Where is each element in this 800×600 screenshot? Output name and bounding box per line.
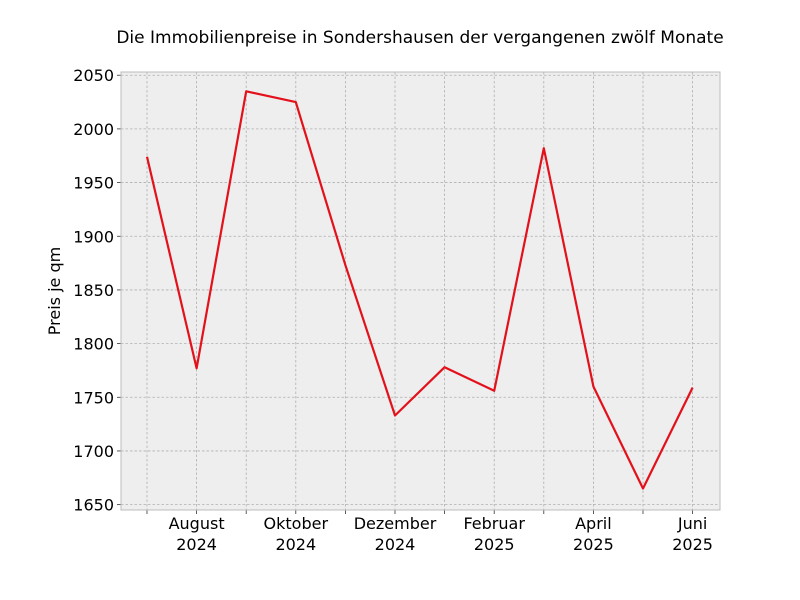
- grid: [121, 72, 720, 510]
- tick-labels: 1650 1700 1750 1800 1850 1900 1950 2000 2050 Augu…: [73, 66, 713, 554]
- y-tick-label: 2000: [73, 120, 114, 139]
- axis-ticks: [117, 74, 693, 514]
- y-tick-label: 1950: [73, 174, 114, 193]
- y-tick-label: 1900: [73, 227, 114, 246]
- y-axis-label: Preis je qm: [45, 247, 64, 335]
- y-tick-label: 2050: [73, 66, 114, 85]
- series-group: [145, 90, 694, 490]
- x-tick-label: Oktober 2024: [264, 514, 329, 554]
- y-tick-label: 1800: [73, 335, 114, 354]
- y-tick-label: 1750: [73, 388, 114, 407]
- chart-title: Die Immobilienpreise in Sondershausen de…: [116, 28, 723, 48]
- series-line: [145, 90, 694, 490]
- y-tick-label: 1700: [73, 442, 114, 461]
- y-tick-label: 1850: [73, 281, 114, 300]
- x-tick-label: April 2025: [573, 514, 614, 554]
- x-tick-label: Februar 2025: [463, 514, 525, 554]
- plot-frame: [120, 71, 721, 511]
- plot-area: [121, 72, 720, 510]
- y-tick-label: 1650: [73, 496, 114, 515]
- x-tick-label: Dezember 2024: [354, 514, 437, 554]
- x-tick-label: Juni 2025: [672, 514, 713, 554]
- x-tick-label: August 2024: [169, 514, 225, 554]
